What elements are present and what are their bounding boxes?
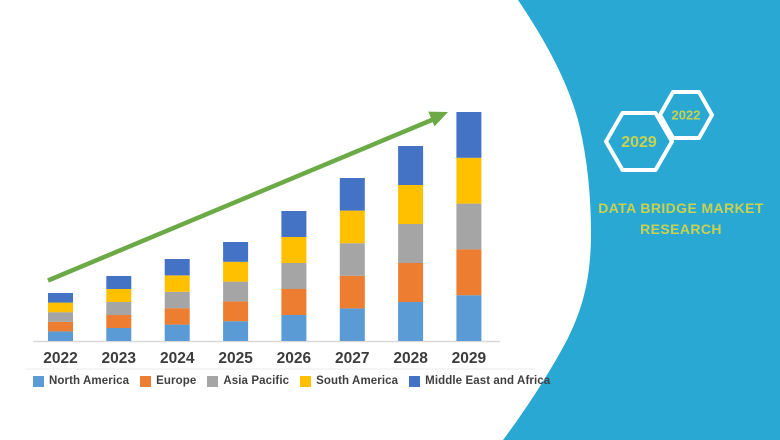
x-axis-label-2025: 2025	[218, 350, 253, 367]
hexagon-2022: 2022	[658, 90, 714, 140]
trend-arrow	[47, 111, 448, 283]
x-axis-label-2026: 2026	[277, 350, 312, 367]
x-axis-label-2028: 2028	[393, 350, 428, 367]
bar-segment-2025-middle-east-and-africa	[223, 242, 249, 262]
brand-wordmark: DATA BRIDGE MARKET RESEARCH	[598, 200, 764, 237]
trend-arrow-head	[428, 111, 448, 127]
bar-segment-2025-asia-pacific	[223, 281, 249, 302]
bar-segment-2026-asia-pacific	[281, 263, 307, 289]
bar-segment-2022-north-america	[48, 331, 73, 341]
bar-segment-2029-south-america	[456, 157, 482, 204]
bar-segment-2024-south-america	[164, 275, 190, 292]
bar-segment-2026-europe	[281, 289, 307, 315]
chart-legend: North America Europe Asia Pacific South Ame…	[33, 375, 550, 387]
x-axis-label-2029: 2029	[452, 350, 487, 367]
hexagon-2022-label: 2022	[672, 108, 701, 123]
legend-label: South America	[316, 375, 399, 387]
x-axis-label-2027: 2027	[335, 350, 369, 367]
bar-segment-2023-south-america	[106, 289, 132, 302]
bar-segment-2026-north-america	[281, 315, 307, 341]
bar-segment-2023-north-america	[106, 328, 132, 341]
bars-group: 2022 2023 2024 2025 2026 2027 2028 2029	[43, 112, 487, 367]
bar-segment-2028-europe	[398, 263, 424, 302]
bar-segment-2024-north-america	[164, 324, 190, 341]
bar-segment-2026-south-america	[281, 237, 307, 263]
legend-swatch	[207, 375, 219, 387]
bar-segment-2027-middle-east-and-africa	[339, 178, 365, 211]
bar-segment-2025-south-america	[223, 261, 249, 282]
x-axis-label-2022: 2022	[43, 350, 77, 367]
bar-segment-2023-middle-east-and-africa	[106, 276, 132, 289]
bar-segment-2028-asia-pacific	[398, 224, 424, 263]
legend-item-middle-east-and-africa: Middle East and Africa	[409, 375, 550, 387]
bar-segment-2028-south-america	[398, 185, 424, 224]
bar-segment-2027-north-america	[339, 308, 365, 341]
legend-item-north-america: North America	[33, 375, 129, 387]
bar-segment-2024-asia-pacific	[164, 291, 190, 309]
legend-label: North America	[49, 375, 130, 387]
bar-segment-2022-south-america	[48, 302, 73, 313]
bar-segment-2029-europe	[456, 249, 482, 296]
bar-segment-2029-asia-pacific	[456, 203, 482, 250]
legend-label: Middle East and Africa	[425, 375, 551, 387]
hexagon-2022-outline	[658, 90, 714, 140]
legend-swatch	[300, 375, 312, 387]
bar-segment-2024-middle-east-and-africa	[164, 259, 190, 276]
bar-segment-2022-asia-pacific	[48, 312, 73, 322]
legend-item-europe: Europe	[140, 375, 196, 387]
legend-label: Europe	[156, 375, 197, 387]
bar-segment-2025-north-america	[223, 321, 249, 341]
legend-label: Asia Pacific	[223, 375, 290, 387]
hexagon-2029-label: 2029	[621, 134, 657, 151]
bar-segment-2025-europe	[223, 301, 249, 322]
bar-segment-2022-middle-east-and-africa	[48, 293, 73, 303]
bar-segment-2023-asia-pacific	[106, 302, 132, 315]
bar-segment-2026-middle-east-and-africa	[281, 211, 307, 237]
legend-swatch	[140, 375, 152, 387]
legend-item-south-america: South America	[300, 375, 398, 387]
trend-arrow-shaft	[47, 117, 434, 283]
bar-segment-2022-europe	[48, 321, 73, 332]
legend-swatch	[409, 375, 421, 387]
legend-item-asia-pacific: Asia Pacific	[207, 375, 289, 387]
bar-segment-2029-middle-east-and-africa	[456, 112, 482, 158]
hexagon-2029-outline	[604, 111, 674, 172]
bar-segment-2027-asia-pacific	[339, 243, 365, 276]
hexagon-2029: 2029	[604, 111, 674, 172]
legend-swatch	[33, 375, 44, 387]
bar-segment-2023-europe	[106, 315, 132, 328]
bar-segment-2024-europe	[164, 308, 190, 325]
x-axis-label-2023: 2023	[102, 350, 137, 367]
bar-segment-2027-south-america	[339, 210, 365, 244]
bar-segment-2028-middle-east-and-africa	[398, 146, 424, 185]
x-axis-label-2024: 2024	[160, 350, 195, 367]
bar-segment-2028-north-america	[398, 302, 424, 341]
bar-segment-2029-north-america	[456, 295, 482, 341]
bar-segment-2027-europe	[339, 275, 365, 309]
